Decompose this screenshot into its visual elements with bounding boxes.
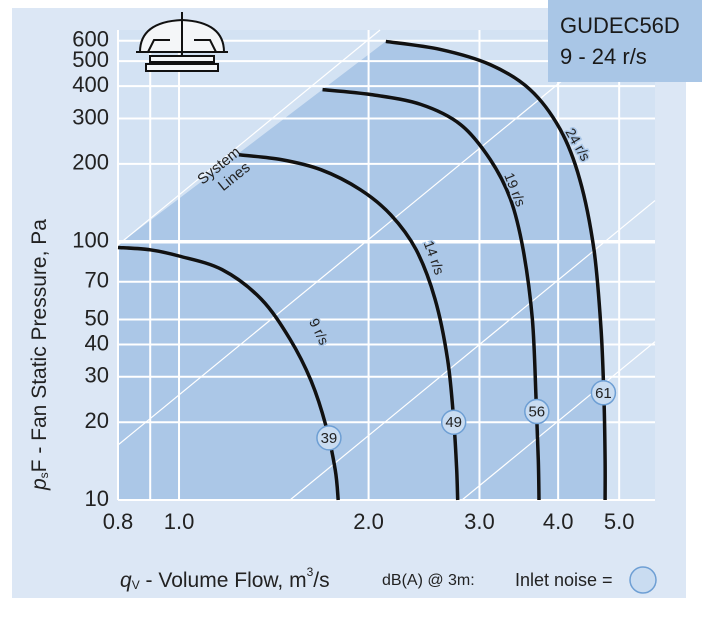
noise-label: 56 bbox=[528, 404, 545, 421]
y-tick-label: 200 bbox=[72, 150, 109, 175]
x-tick-label: 2.0 bbox=[353, 509, 384, 534]
x-tick-label: 1.0 bbox=[164, 509, 195, 534]
y-tick-label: 300 bbox=[72, 104, 109, 129]
x-tick-label: 0.8 bbox=[103, 509, 134, 534]
y-tick-label: 20 bbox=[85, 408, 109, 433]
chart: 0.8 1.0 2.0 3.0 4.0 5.0 10 20 30 4050 70 100 200 300 4… bbox=[0, 0, 702, 617]
legend-prefix: dB(A) @ 3m: bbox=[382, 572, 475, 589]
chart-title: GUDEC56D bbox=[560, 13, 680, 38]
y-tick-label: 50 bbox=[85, 305, 109, 330]
y-axis-label: psF - Fan Static Pressure, Pa bbox=[28, 219, 52, 491]
y-tick-label: 600 bbox=[72, 27, 109, 52]
y-tick-label: 100 bbox=[72, 228, 109, 253]
y-tick-label: 30 bbox=[85, 363, 109, 388]
y-tick-label: 400 bbox=[72, 72, 109, 97]
y-tick-label: 10 bbox=[85, 486, 109, 511]
y-tick-label: 40 bbox=[85, 330, 109, 355]
x-axis-label: qV - Volume Flow, m3/s bbox=[120, 565, 330, 592]
chart-subtitle: 9 - 24 r/s bbox=[560, 44, 647, 69]
x-tick-label: 4.0 bbox=[543, 509, 574, 534]
noise-label: 49 bbox=[445, 414, 462, 431]
x-tick-label: 3.0 bbox=[464, 509, 495, 534]
x-tick-label: 5.0 bbox=[604, 509, 635, 534]
y-tick-label: 70 bbox=[85, 268, 109, 293]
legend-marker bbox=[630, 567, 656, 593]
legend-label: Inlet noise = bbox=[515, 570, 613, 590]
noise-label: 39 bbox=[321, 430, 338, 447]
noise-label: 61 bbox=[595, 385, 612, 402]
